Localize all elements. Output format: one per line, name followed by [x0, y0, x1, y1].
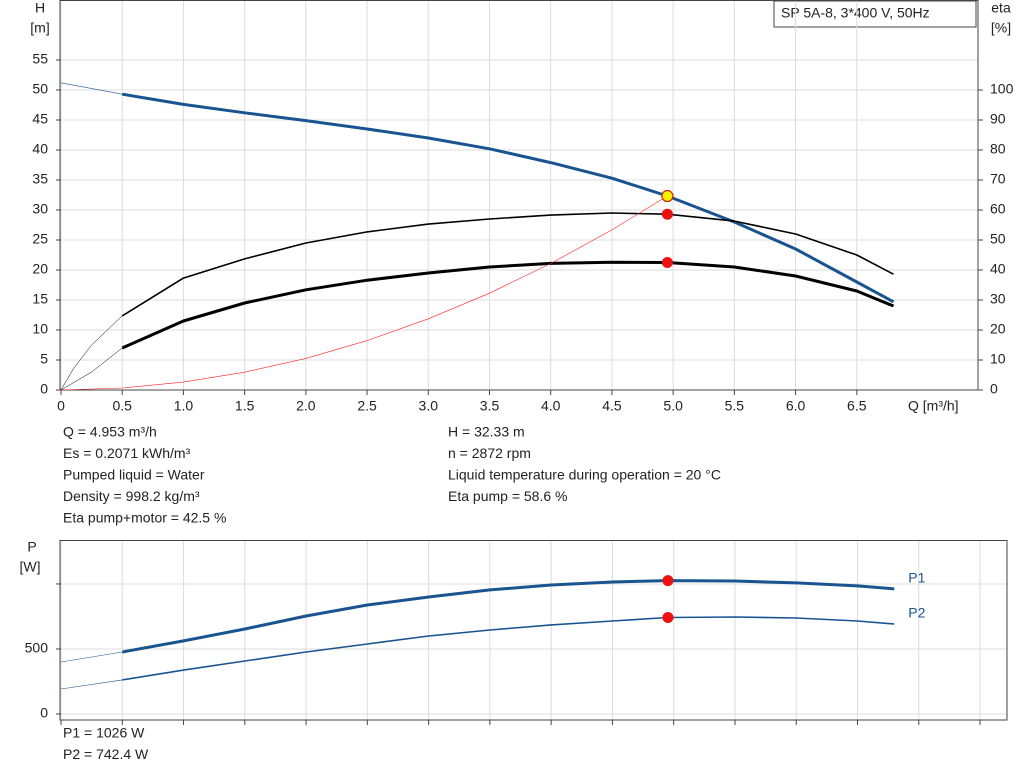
x-tick-label: 2.5: [357, 398, 377, 414]
x-tick-label: 6.0: [786, 398, 806, 414]
x-tick-label: 4.5: [602, 398, 622, 414]
plot-frame: [59, 0, 979, 391]
info-text: Es = 0.2071 kWh/m³: [63, 445, 191, 461]
legend-label: P2: [908, 605, 925, 621]
operating-point: [661, 257, 673, 268]
curve: [121, 92, 895, 304]
info-text: Pumped liquid = Water: [63, 467, 205, 483]
operating-point: [662, 611, 674, 623]
y-tick-label: 30: [32, 201, 48, 217]
curve: [60, 347, 123, 391]
footer-text: P2 = 742.4 W: [63, 746, 149, 762]
chart-title: SP 5A-8, 3*400 V, 50Hz: [781, 5, 930, 21]
x-tick-label: 2.0: [296, 398, 316, 414]
operating-point: [661, 189, 674, 203]
x-tick-label: 0.5: [112, 398, 132, 414]
y-tick-label: 0: [40, 705, 48, 721]
curve: [122, 616, 895, 681]
legend-label: P1: [908, 570, 925, 586]
y-axis-unit: [m]: [30, 20, 49, 36]
info-text: n = 2872 rpm: [448, 445, 531, 461]
x-tick-label: 6.5: [847, 398, 867, 414]
info-text: Density = 998.2 kg/m³: [63, 488, 200, 504]
x-axis-title: Q [m³/h]: [908, 398, 959, 414]
info-text: Eta pump+motor = 42.5 %: [63, 510, 226, 526]
y-tick-label: 45: [32, 111, 48, 127]
title-box: [773, 0, 977, 28]
y-tick-label: 50: [32, 81, 48, 97]
y-tick-label: 40: [32, 141, 48, 157]
y2-tick-label: 50: [990, 231, 1006, 247]
curve: [60, 651, 123, 663]
info-text: Eta pump = 58.6 %: [448, 488, 567, 504]
y2-tick-label: 90: [990, 111, 1006, 127]
operating-point: [661, 208, 673, 220]
y-tick-label: 35: [32, 171, 48, 187]
x-tick-label: 3.5: [480, 398, 500, 414]
curve: [60, 679, 123, 690]
x-tick-label: 5.5: [725, 398, 745, 414]
y-tick-label: 20: [32, 261, 48, 277]
y-axis-unit: [W]: [20, 559, 41, 575]
y2-tick-label: 30: [990, 291, 1006, 307]
y2-tick-label: 0: [990, 381, 998, 397]
curve: [60, 315, 123, 391]
x-tick-label: 3.0: [419, 398, 439, 414]
curve: [121, 212, 894, 317]
y2-tick-label: 80: [990, 141, 1006, 157]
y-tick-label: 55: [32, 51, 48, 67]
y2-tick-label: 10: [990, 351, 1006, 367]
x-tick-label: 5.0: [663, 398, 683, 414]
curve: [60, 195, 668, 391]
curve: [122, 579, 895, 654]
curve: [121, 260, 895, 350]
info-text: Q = 4.953 m³/h: [63, 424, 157, 440]
plot-frame: [59, 540, 1008, 721]
curve: [60, 82, 123, 95]
x-tick-label: 1.5: [235, 398, 255, 414]
y-axis-title: P: [27, 539, 36, 555]
y-tick-label: 15: [32, 291, 48, 307]
y2-tick-label: 40: [990, 261, 1006, 277]
operating-point: [662, 575, 674, 587]
info-text: Liquid temperature during operation = 20…: [448, 467, 721, 483]
x-tick-label: 1.0: [174, 398, 194, 414]
info-text: H = 32.33 m: [448, 424, 525, 440]
x-tick-label: 0: [57, 398, 65, 414]
x-tick-label: 4.0: [541, 398, 561, 414]
y-tick-label: 25: [32, 231, 48, 247]
y2-axis-unit: [%]: [991, 20, 1011, 36]
y2-tick-label: 60: [990, 201, 1006, 217]
y2-tick-label: 70: [990, 171, 1006, 187]
y2-tick-label: 20: [990, 321, 1006, 337]
footer-text: P1 = 1026 W: [63, 725, 145, 741]
y-tick-label: 500: [25, 640, 49, 656]
y-tick-label: 10: [32, 321, 48, 337]
y2-axis-title: eta: [991, 0, 1011, 16]
y-tick-label: 5: [40, 351, 48, 367]
y-axis-title: H: [35, 0, 45, 16]
y2-tick-label: 100: [990, 81, 1014, 97]
y-tick-label: 0: [40, 381, 48, 397]
